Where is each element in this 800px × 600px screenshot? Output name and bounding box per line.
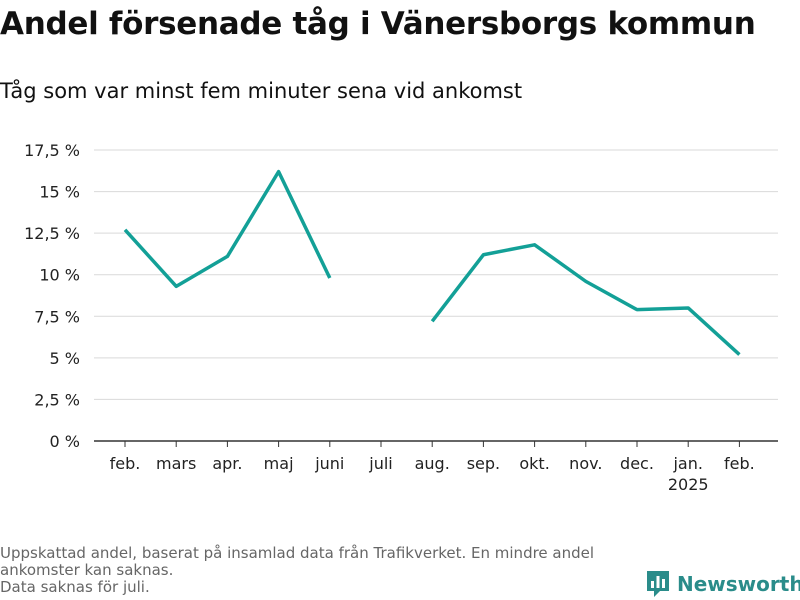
footer-line: ankomster kan saknas. — [0, 561, 174, 579]
footer-line: Uppskattad andel, baserat på insamlad da… — [0, 544, 595, 562]
y-axis-ticks: 0 % 2,5 % 5 % 7,5 % 10 % 12,5 % 15 % 17,5 % — [24, 141, 80, 451]
footer-line: Data saknas för juli. — [0, 578, 150, 596]
series-lines — [123, 169, 741, 356]
footer-notes: Uppskattad andel, baserat på insamlad da… — [0, 545, 640, 596]
x-tick-label: nov. — [569, 454, 602, 473]
x-tick-label: mars — [156, 454, 196, 473]
x-tick-label: sep. — [467, 454, 500, 473]
bar-chart-logo-icon — [647, 571, 669, 597]
y-tick-label: 2,5 % — [34, 390, 80, 409]
x-tick-label: apr. — [212, 454, 242, 473]
series-line-segment — [430, 243, 741, 356]
y-tick-label: 12,5 % — [24, 224, 80, 243]
x-tick-label: feb. — [724, 454, 755, 473]
x-tick-label: maj — [264, 454, 294, 473]
y-tick-label: 5 % — [50, 349, 80, 368]
chart-title: Andel försenade tåg i Vänersborgs kommun — [0, 6, 756, 42]
x-tick-label: juli — [368, 454, 392, 473]
y-tick-label: 0 % — [50, 432, 80, 451]
chart-subtitle: Tåg som var minst fem minuter sena vid a… — [0, 79, 523, 103]
brand-logo: Newsworthy — [645, 568, 800, 600]
series-line-segment — [123, 169, 332, 289]
x-tick-label: aug. — [415, 454, 450, 473]
y-tick-label: 10 % — [39, 266, 80, 285]
y-tick-label: 15 % — [39, 183, 80, 202]
x-tick-label: dec. — [620, 454, 654, 473]
x-axis-ticks: feb. mars apr. maj juni juli aug. sep. okt. nov. d… — [110, 441, 755, 494]
x-tick-label: jan. — [672, 454, 702, 473]
grid-lines — [94, 149, 778, 442]
brand-name: Newsworthy — [677, 572, 800, 596]
x-year-label: 2025 — [668, 475, 709, 494]
y-tick-label: 17,5 % — [24, 141, 80, 160]
y-tick-label: 7,5 % — [34, 307, 80, 326]
x-tick-label: feb. — [110, 454, 141, 473]
x-tick-label: okt. — [519, 454, 549, 473]
x-tick-label: juni — [314, 454, 344, 473]
